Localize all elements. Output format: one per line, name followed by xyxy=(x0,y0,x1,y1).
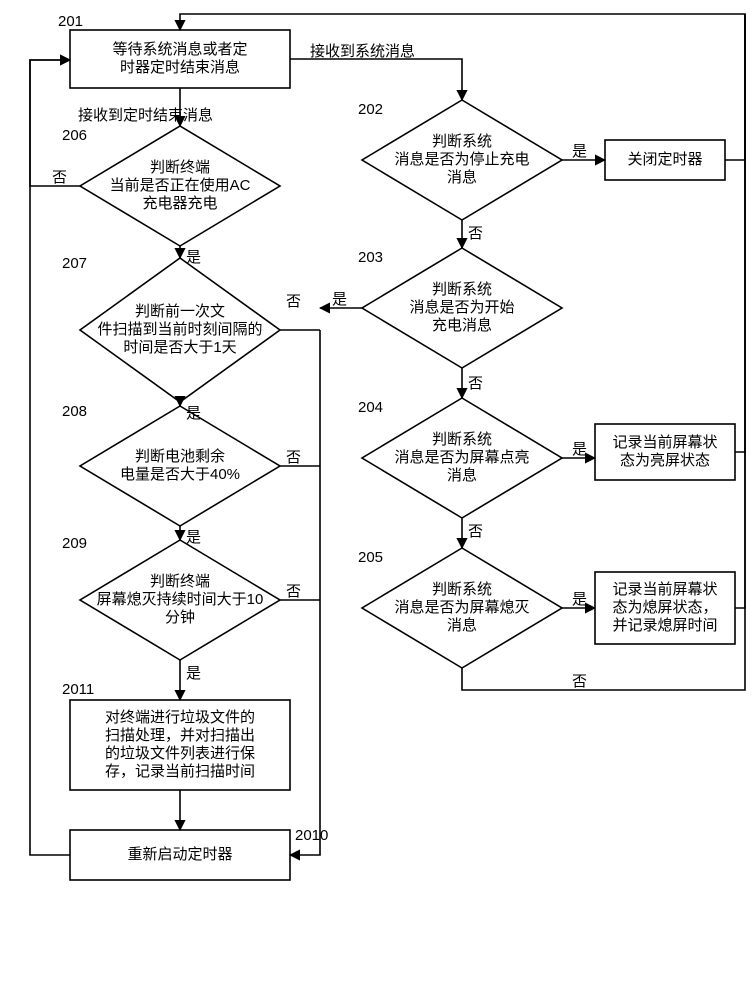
svg-text:态为亮屏状态: 态为亮屏状态 xyxy=(620,452,710,469)
svg-text:记录当前屏幕状: 记录当前屏幕状 xyxy=(612,581,717,598)
svg-text:关闭定时器: 关闭定时器 xyxy=(627,151,702,168)
edgelabel-n208_t: 是 xyxy=(186,529,201,546)
svg-text:判断系统: 判断系统 xyxy=(432,133,492,150)
edgelabel-n206_t: 是 xyxy=(186,249,201,266)
stepnum-s209: 209 xyxy=(62,535,87,552)
edgelabel-n209_t: 是 xyxy=(186,665,201,682)
svg-text:消息是否为屏幕点亮: 消息是否为屏幕点亮 xyxy=(394,449,529,466)
edgelabel-n207_f: 否 xyxy=(286,293,301,310)
edgelabel-n207_t: 是 xyxy=(186,405,201,422)
svg-text:屏幕熄灭持续时间大于10: 屏幕熄灭持续时间大于10 xyxy=(97,591,264,608)
svg-text:并记录熄屏时间: 并记录熄屏时间 xyxy=(612,617,717,634)
stepnum-s205: 205 xyxy=(358,549,383,566)
svg-text:消息是否为停止充电: 消息是否为停止充电 xyxy=(394,151,529,168)
stepnum-s201: 201 xyxy=(58,13,83,30)
stepnum-s203: 203 xyxy=(358,249,383,266)
edgelabel-n202_f: 否 xyxy=(468,225,483,242)
stepnum-s202: 202 xyxy=(358,101,383,118)
stepnum-s206: 206 xyxy=(62,127,87,144)
edgelabel-recvSys: 接收到系统消息 xyxy=(310,43,415,60)
stepnum-s207: 207 xyxy=(62,255,87,272)
stepnum-s2010: 2010 xyxy=(295,827,328,844)
stepnum-s208: 208 xyxy=(62,403,87,420)
svg-text:件扫描到当前时刻间隔的: 件扫描到当前时刻间隔的 xyxy=(97,321,262,338)
svg-text:态为熄屏状态，: 态为熄屏状态， xyxy=(612,599,717,616)
edgelabel-n209_f: 否 xyxy=(286,583,301,600)
svg-text:判断系统: 判断系统 xyxy=(432,581,492,598)
edgelabel-n204_t: 是 xyxy=(572,441,587,458)
edgelabel-n203_f: 否 xyxy=(468,375,483,392)
svg-text:对终端进行垃圾文件的: 对终端进行垃圾文件的 xyxy=(105,709,255,726)
edgelabel-recvTimer: 接收到定时结束消息 xyxy=(78,107,213,124)
stepnum-s2011: 2011 xyxy=(62,681,94,698)
svg-text:电量是否大于40%: 电量是否大于40% xyxy=(120,466,240,483)
edgelabel-n208_f: 否 xyxy=(286,449,301,466)
svg-text:判断终端: 判断终端 xyxy=(150,573,210,590)
svg-text:消息是否为开始: 消息是否为开始 xyxy=(409,299,514,316)
stepnum-s204: 204 xyxy=(358,399,383,416)
svg-text:时间是否大于1天: 时间是否大于1天 xyxy=(123,339,236,356)
svg-text:分钟: 分钟 xyxy=(165,609,195,626)
svg-text:记录当前屏幕状: 记录当前屏幕状 xyxy=(612,434,717,451)
svg-text:的垃圾文件列表进行保: 的垃圾文件列表进行保 xyxy=(105,745,255,762)
edgelabel-n205_f: 否 xyxy=(572,673,587,690)
svg-text:消息: 消息 xyxy=(447,467,477,484)
svg-text:判断终端: 判断终端 xyxy=(150,159,210,176)
svg-text:消息是否为屏幕熄灭: 消息是否为屏幕熄灭 xyxy=(394,599,529,616)
svg-text:判断系统: 判断系统 xyxy=(432,281,492,298)
svg-text:判断电池剩余: 判断电池剩余 xyxy=(135,447,225,465)
svg-text:当前是否正在使用AC: 当前是否正在使用AC xyxy=(110,177,251,194)
edgelabel-n206_f: 否 xyxy=(52,169,67,186)
svg-text:重新启动定时器: 重新启动定时器 xyxy=(127,846,232,863)
svg-text:判断前一次文: 判断前一次文 xyxy=(135,303,225,320)
edgelabel-n204_f: 否 xyxy=(468,523,483,540)
svg-text:等待系统消息或者定: 等待系统消息或者定 xyxy=(112,40,247,58)
svg-text:时器定时结束消息: 时器定时结束消息 xyxy=(120,59,240,76)
svg-text:消息: 消息 xyxy=(447,617,477,634)
edgelabel-n202_t: 是 xyxy=(572,143,587,160)
svg-text:存，记录当前扫描时间: 存，记录当前扫描时间 xyxy=(105,763,255,780)
svg-text:扫描处理，并对扫描出: 扫描处理，并对扫描出 xyxy=(105,727,255,744)
svg-text:消息: 消息 xyxy=(447,169,477,186)
edgelabel-n203_t: 是 xyxy=(332,291,347,308)
svg-text:充电器充电: 充电器充电 xyxy=(142,195,217,212)
svg-text:充电消息: 充电消息 xyxy=(432,317,492,334)
edgelabel-n205_t: 是 xyxy=(572,591,587,608)
svg-text:判断系统: 判断系统 xyxy=(432,431,492,448)
